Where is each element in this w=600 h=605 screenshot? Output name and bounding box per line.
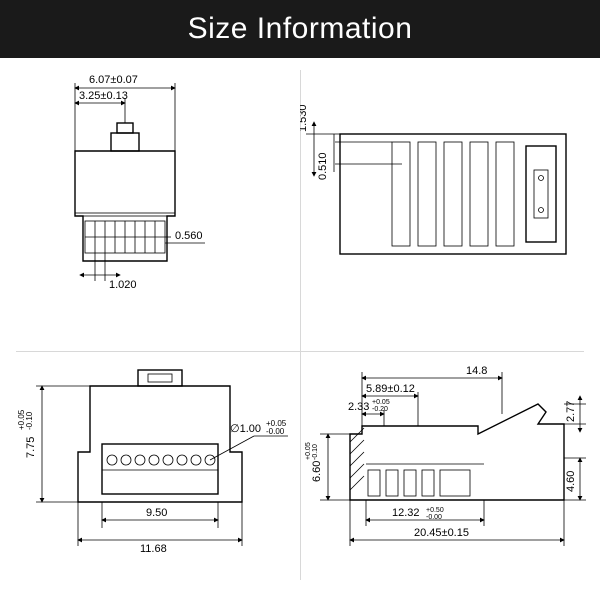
dim-overall-w: 11.68	[140, 543, 167, 555]
dim-277: 2.77	[565, 401, 577, 422]
dim-width-overall: 6.07±0.07	[89, 74, 138, 86]
header-bar: Size Information	[0, 0, 600, 58]
dim-233: 2.33	[348, 401, 369, 413]
dim-589: 5.89±0.12	[366, 383, 415, 395]
dim-233p: +0.05	[372, 399, 390, 406]
dim-dia-tm: -0.00	[266, 427, 285, 436]
dim-660: 6.60	[311, 461, 323, 482]
header-title: Size Information	[188, 12, 413, 45]
dim-contact-h: 0.560	[175, 230, 203, 242]
dim-h-nom: 7.75	[25, 437, 37, 458]
dim-h-tm: -0.10	[25, 411, 34, 430]
view-front: 6.07±0.07 3.25±0.13 0.560 1.020	[0, 58, 300, 350]
dim-660m: -0.10	[312, 444, 319, 460]
dim-660p: +0.05	[305, 442, 312, 460]
dim-14p8: 14.8	[466, 365, 487, 377]
dim-1530: 1.530	[300, 104, 309, 132]
dim-233m: -0.20	[372, 406, 388, 413]
dim-tab-center: 3.25±0.13	[79, 90, 128, 102]
dim-pitch: 1.020	[109, 279, 137, 291]
drawing-grid: 6.07±0.07 3.25±0.13 0.560 1.020	[0, 58, 600, 600]
dim-0510: 0.510	[317, 152, 329, 180]
dim-1232: 12.32	[392, 507, 420, 519]
dim-1232p: +0.50	[426, 507, 444, 514]
dim-1232m: -0.00	[426, 514, 442, 521]
dim-dia: ∅1.00	[230, 423, 261, 435]
dim-2045: 20.45±0.15	[414, 527, 469, 539]
view-side: 14.8 5.89±0.12 2.33 +0.05 -0.20 2.77	[300, 350, 600, 600]
dim-460: 4.60	[565, 471, 577, 492]
view-rear: 7.75 +0.05 -0.10 ∅1.00 +0.05 -0.00 9.50 …	[0, 350, 300, 600]
view-top: 1.530 0.510	[300, 58, 600, 350]
dim-opening: 9.50	[146, 507, 167, 519]
